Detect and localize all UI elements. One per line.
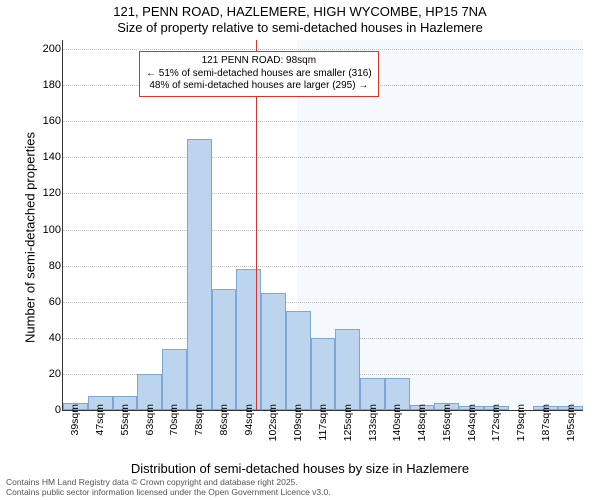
histogram-bar: [261, 293, 286, 410]
x-tick-label: 172sqm: [490, 404, 502, 441]
annotation-box: 121 PENN ROAD: 98sqm ← 51% of semi-detac…: [139, 51, 379, 97]
y-tick-label: 0: [31, 404, 61, 416]
histogram-bar: [212, 289, 237, 410]
x-axis-label: Distribution of semi-detached houses by …: [0, 461, 600, 476]
histogram-bar: [187, 139, 212, 410]
gridline: [63, 230, 583, 231]
chart-title-line1: 121, PENN ROAD, HAZLEMERE, HIGH WYCOMBE,…: [0, 4, 600, 19]
y-tick-label: 160: [31, 115, 61, 127]
footer-attribution: Contains HM Land Registry data © Crown c…: [6, 478, 331, 498]
y-tick-label: 20: [31, 368, 61, 380]
y-tick-label: 200: [31, 43, 61, 55]
chart-title-line2: Size of property relative to semi-detach…: [0, 20, 600, 35]
histogram-bar: [162, 349, 187, 410]
footer-line2: Contains public sector information licen…: [6, 488, 331, 498]
gridline: [63, 193, 583, 194]
x-tick-label: 195sqm: [565, 404, 577, 441]
y-tick-label: 40: [31, 332, 61, 344]
x-tick-label: 179sqm: [515, 404, 527, 441]
y-tick-label: 140: [31, 151, 61, 163]
gridline: [63, 49, 583, 50]
histogram-bar: [335, 329, 360, 410]
x-tick-label: 70sqm: [168, 404, 180, 436]
x-tick-label: 102sqm: [267, 404, 279, 441]
gridline: [63, 266, 583, 267]
x-tick-label: 47sqm: [94, 404, 106, 436]
gridline: [63, 121, 583, 122]
x-tick-label: 86sqm: [218, 404, 230, 436]
x-tick-label: 55sqm: [119, 404, 131, 436]
histogram-chart: 121, PENN ROAD, HAZLEMERE, HIGH WYCOMBE,…: [0, 0, 600, 500]
x-tick-label: 109sqm: [292, 404, 304, 441]
annotation-line3: 48% of semi-detached houses are larger (…: [146, 80, 372, 93]
histogram-bar: [311, 338, 336, 410]
x-tick-label: 164sqm: [466, 404, 478, 441]
x-tick-label: 94sqm: [243, 404, 255, 436]
y-tick-label: 100: [31, 224, 61, 236]
x-tick-label: 133sqm: [367, 404, 379, 441]
x-tick-label: 156sqm: [441, 404, 453, 441]
y-tick-label: 80: [31, 260, 61, 272]
annotation-line2: ← 51% of semi-detached houses are smalle…: [146, 68, 372, 81]
x-tick-label: 63sqm: [144, 404, 156, 436]
x-tick-label: 140sqm: [391, 404, 403, 441]
histogram-bar: [286, 311, 311, 410]
x-tick-label: 39sqm: [69, 404, 81, 436]
x-tick-label: 78sqm: [193, 404, 205, 436]
gridline: [63, 302, 583, 303]
y-tick-label: 120: [31, 187, 61, 199]
annotation-line1: 121 PENN ROAD: 98sqm: [146, 55, 372, 68]
x-tick-label: 148sqm: [416, 404, 428, 441]
y-tick-label: 180: [31, 79, 61, 91]
gridline: [63, 157, 583, 158]
x-tick-label: 187sqm: [540, 404, 552, 441]
y-tick-label: 60: [31, 296, 61, 308]
histogram-bar: [236, 269, 261, 410]
x-tick-label: 117sqm: [317, 404, 329, 441]
x-tick-label: 125sqm: [342, 404, 354, 441]
plot-area: 02040608010012014016018020039sqm47sqm55s…: [62, 40, 583, 411]
